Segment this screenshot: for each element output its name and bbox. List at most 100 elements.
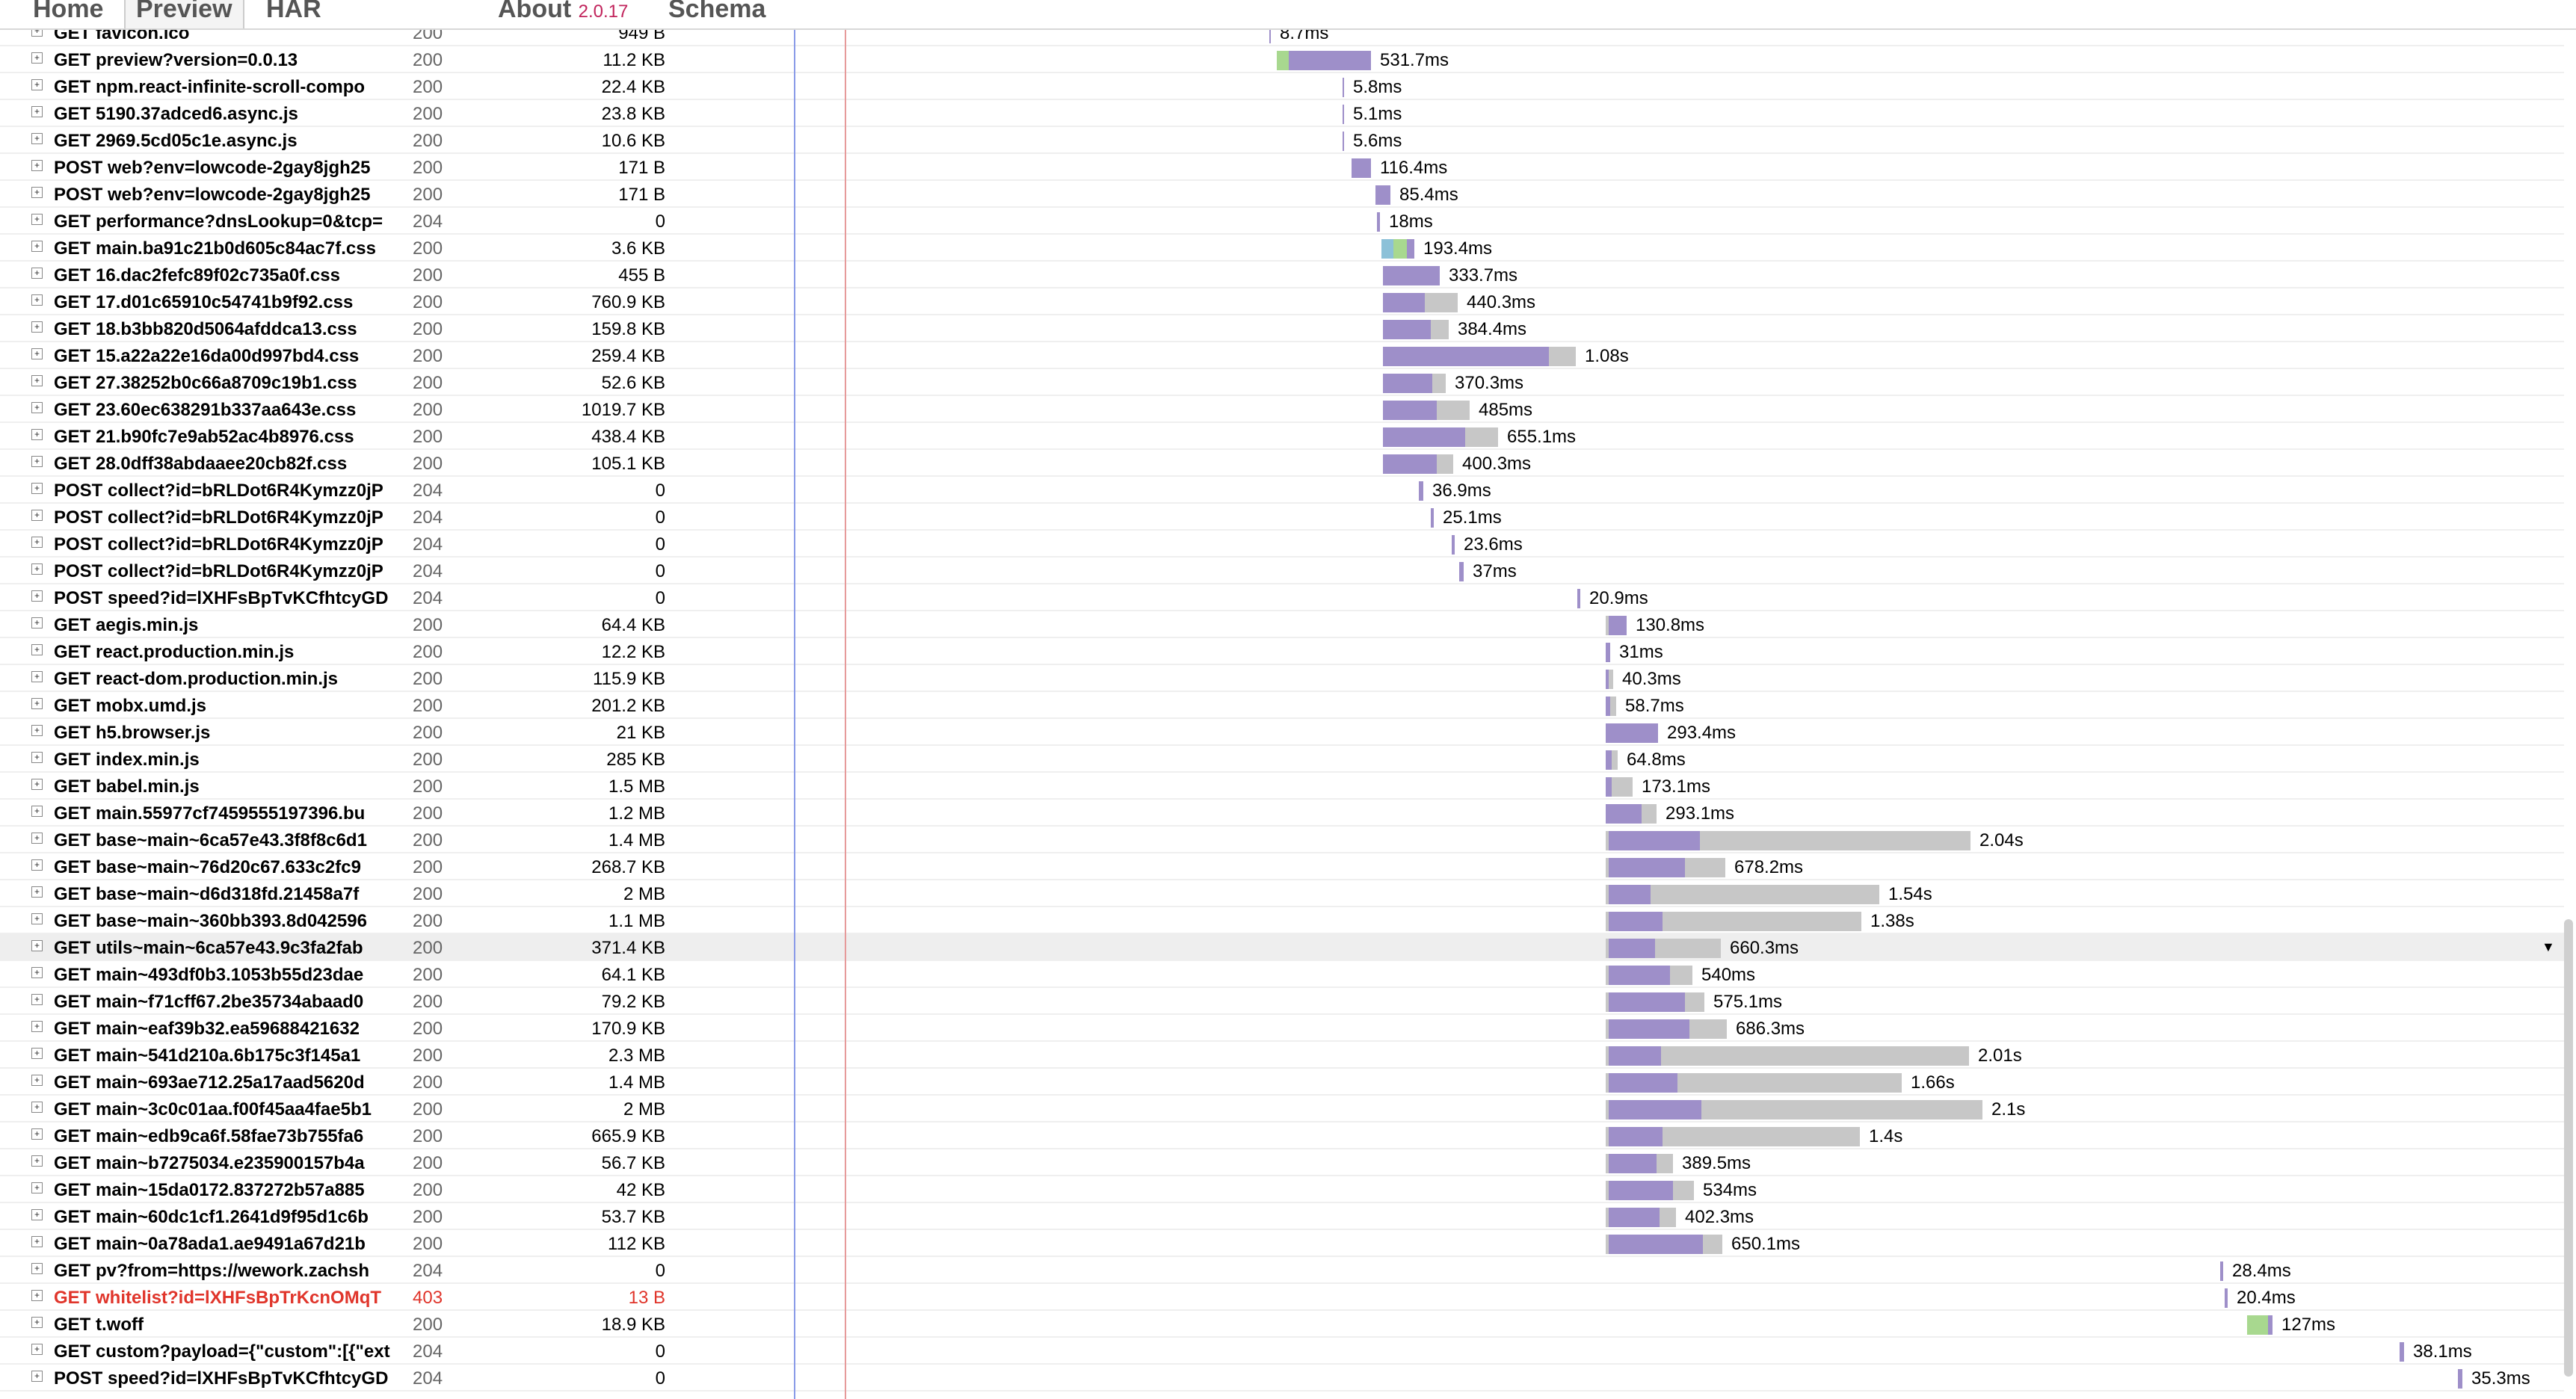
request-row[interactable]: + POST speed?id=lXHFsBpTvKCfhtcyGD 204 0 35.… bbox=[0, 1365, 2564, 1392]
expand-icon[interactable]: + bbox=[31, 833, 43, 844]
expand-icon[interactable]: + bbox=[31, 241, 43, 252]
tab-har[interactable]: HAR bbox=[266, 0, 321, 23]
request-row[interactable]: + GET mobx.umd.js 200 201.2 KB 58.7ms bbox=[0, 692, 2564, 719]
timing-bar[interactable] bbox=[1431, 508, 1434, 528]
expand-icon[interactable]: + bbox=[31, 79, 43, 90]
expand-icon[interactable]: + bbox=[31, 1263, 43, 1274]
timing-bar[interactable] bbox=[1606, 1100, 1982, 1119]
tab-preview[interactable]: Preview bbox=[124, 0, 244, 28]
request-row[interactable]: + GET whitelist?id=lXHFsBpTrKcnOMqT 403 13 … bbox=[0, 1284, 2564, 1311]
timing-bar[interactable] bbox=[1606, 939, 1721, 958]
request-row[interactable]: + GET main~edb9ca6f.58fae73b755fa6 200 665.… bbox=[0, 1122, 2564, 1149]
expand-icon[interactable]: + bbox=[31, 537, 43, 548]
expand-icon[interactable]: + bbox=[31, 321, 43, 333]
request-row[interactable]: + GET main~60dc1cf1.2641d9f95d1c6b 200 53.7… bbox=[0, 1203, 2564, 1230]
expand-icon[interactable]: + bbox=[31, 1021, 43, 1032]
expand-icon[interactable]: + bbox=[31, 1128, 43, 1140]
request-row[interactable]: + POST web?env=lowcode-2gay8jgh25 200 171 B… bbox=[0, 181, 2564, 208]
expand-icon[interactable]: + bbox=[31, 106, 43, 117]
request-row[interactable]: + GET babel.min.js 200 1.5 MB 173.1ms bbox=[0, 773, 2564, 800]
timing-bar[interactable] bbox=[1606, 858, 1725, 877]
expand-icon[interactable]: + bbox=[31, 1371, 43, 1382]
request-row[interactable]: + POST web?env=lowcode-2gay8jgh25 200 171 B… bbox=[0, 154, 2564, 181]
expand-icon[interactable]: + bbox=[31, 294, 43, 306]
timing-bar[interactable] bbox=[1343, 78, 1344, 97]
expand-icon[interactable]: + bbox=[31, 375, 43, 386]
request-row[interactable]: + GET 21.b90fc7e9ab52ac4b8976.css 200 438.4… bbox=[0, 423, 2564, 450]
timing-bar[interactable] bbox=[2400, 1342, 2404, 1362]
request-row[interactable]: + GET utils~main~6ca57e43.9c3fa2fab 200 371… bbox=[0, 934, 2564, 961]
request-row[interactable]: + POST collect?id=bRLDot6R4Kymzz0jP 204 0 25… bbox=[0, 504, 2564, 531]
timing-bar[interactable] bbox=[1459, 562, 1464, 581]
timing-bar[interactable] bbox=[1383, 293, 1458, 312]
request-row[interactable]: + GET performance?dnsLookup=0&tcp= 204 0 18m… bbox=[0, 208, 2564, 235]
timing-bar[interactable] bbox=[1383, 401, 1470, 420]
timing-bar[interactable] bbox=[1606, 1019, 1727, 1039]
expand-icon[interactable]: + bbox=[31, 940, 43, 951]
expand-icon[interactable]: + bbox=[31, 1075, 43, 1086]
request-row[interactable]: + GET npm.react-infinite-scroll-compo 200 2… bbox=[0, 73, 2564, 100]
request-row[interactable]: + GET main~f71cff67.2be35734abaad0 200 79.2… bbox=[0, 988, 2564, 1015]
timing-bar[interactable] bbox=[1269, 24, 1271, 43]
request-row[interactable]: + GET index.min.js 200 285 KB 64.8ms bbox=[0, 746, 2564, 773]
expand-icon[interactable]: + bbox=[31, 1317, 43, 1328]
request-row[interactable]: + GET preview?version=0.0.13 200 11.2 KB 531… bbox=[0, 46, 2564, 73]
timing-bar[interactable] bbox=[1606, 697, 1616, 716]
timing-bar[interactable] bbox=[1606, 777, 1633, 797]
expand-icon[interactable]: + bbox=[31, 779, 43, 790]
timing-bar[interactable] bbox=[1377, 212, 1380, 232]
request-row[interactable]: + GET main.ba91c21b0d605c84ac7f.css 200 3.6… bbox=[0, 235, 2564, 262]
timing-bar[interactable] bbox=[1383, 427, 1498, 447]
expand-icon[interactable]: + bbox=[31, 886, 43, 898]
expand-icon[interactable]: + bbox=[31, 483, 43, 494]
request-row[interactable]: + GET main.55977cf7459555197396.bu 200 1.2 … bbox=[0, 800, 2564, 827]
request-row[interactable]: + GET base~main~d6d318fd.21458a7f 200 2 MB 1… bbox=[0, 880, 2564, 907]
request-row[interactable]: + GET main~b7275034.e235900157b4a 200 56.7 … bbox=[0, 1149, 2564, 1176]
request-row[interactable]: + GET aegis.min.js 200 64.4 KB 130.8ms bbox=[0, 611, 2564, 638]
expand-icon[interactable]: + bbox=[31, 133, 43, 144]
timing-bar[interactable] bbox=[1606, 992, 1704, 1012]
request-row[interactable]: + GET 28.0dff38abdaaee20cb82f.css 200 105.1… bbox=[0, 450, 2564, 477]
timing-bar[interactable] bbox=[1383, 320, 1449, 339]
expand-icon[interactable]: + bbox=[31, 617, 43, 629]
timing-bar[interactable] bbox=[1577, 589, 1580, 608]
request-row[interactable]: + GET main~3c0c01aa.f00f45aa4fae5b1 200 2 M… bbox=[0, 1096, 2564, 1122]
request-row[interactable]: + GET react-dom.production.min.js 200 115.9… bbox=[0, 665, 2564, 692]
request-row[interactable]: + GET 17.d01c65910c54741b9f92.css 200 760.9… bbox=[0, 288, 2564, 315]
expand-icon[interactable]: + bbox=[31, 913, 43, 924]
expand-icon[interactable]: + bbox=[31, 590, 43, 602]
timing-bar[interactable] bbox=[1606, 1046, 1969, 1066]
tab-schema[interactable]: Schema bbox=[668, 0, 766, 23]
timing-bar[interactable] bbox=[1606, 1235, 1722, 1254]
request-row[interactable]: + GET custom?payload={"custom":[{"ext 204 0… bbox=[0, 1338, 2564, 1365]
timing-bar[interactable] bbox=[2225, 1288, 2228, 1308]
tab-about[interactable]: About 2.0.17 bbox=[498, 0, 628, 28]
timing-bar[interactable] bbox=[1606, 912, 1861, 931]
timing-bar[interactable] bbox=[1606, 885, 1879, 904]
timing-bar[interactable] bbox=[1383, 266, 1440, 285]
expand-icon[interactable]: + bbox=[31, 859, 43, 871]
expand-icon[interactable]: + bbox=[31, 806, 43, 817]
request-row[interactable]: + GET t.woff 200 18.9 KB 127ms bbox=[0, 1311, 2564, 1338]
expand-icon[interactable]: + bbox=[31, 725, 43, 736]
request-row[interactable]: + GET main~493df0b3.1053b55d23dae 200 64.1 … bbox=[0, 961, 2564, 988]
timing-bar[interactable] bbox=[1343, 105, 1344, 124]
timing-bar[interactable] bbox=[2458, 1369, 2462, 1389]
expand-icon[interactable]: + bbox=[31, 1182, 43, 1193]
timing-bar[interactable] bbox=[1352, 158, 1371, 178]
timing-bar[interactable] bbox=[1381, 239, 1414, 259]
request-row[interactable]: + POST collect?id=bRLDot6R4Kymzz0jP 204 0 37… bbox=[0, 558, 2564, 584]
row-dropdown-arrow-icon[interactable]: ▼ bbox=[2542, 939, 2555, 954]
expand-icon[interactable]: + bbox=[31, 52, 43, 64]
request-row[interactable]: + GET main~693ae712.25a17aad5620d 200 1.4 M… bbox=[0, 1069, 2564, 1096]
timing-bar[interactable] bbox=[1277, 51, 1371, 70]
expand-icon[interactable]: + bbox=[31, 994, 43, 1005]
timing-bar[interactable] bbox=[1606, 1127, 1860, 1146]
expand-icon[interactable]: + bbox=[31, 1236, 43, 1247]
expand-icon[interactable]: + bbox=[31, 752, 43, 763]
request-row[interactable]: + GET base~main~6ca57e43.3f8f8c6d1 200 1.4 … bbox=[0, 827, 2564, 853]
timing-bar[interactable] bbox=[1606, 966, 1692, 985]
timing-bar[interactable] bbox=[1606, 1073, 1902, 1093]
timing-bar[interactable] bbox=[1452, 535, 1455, 555]
request-row[interactable]: + GET base~main~360bb393.8d042596 200 1.1 M… bbox=[0, 907, 2564, 934]
